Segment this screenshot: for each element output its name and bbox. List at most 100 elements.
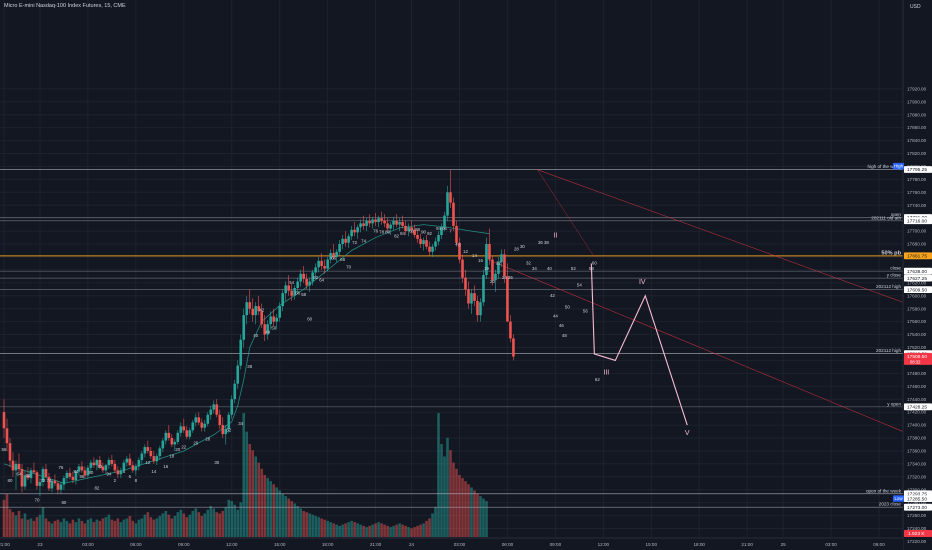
wave-label-II: II: [553, 233, 557, 240]
candle-body: [146, 447, 150, 451]
candle-body: [128, 458, 132, 466]
price-tick-label: 17700.00: [907, 229, 927, 234]
candle-body: [89, 462, 93, 468]
candle-body: [302, 273, 305, 279]
count-label: 56: [583, 309, 588, 314]
volume-bar: [203, 513, 207, 537]
count-label: 82: [394, 234, 399, 239]
candle-body: [56, 483, 60, 490]
volume-bar: [464, 481, 467, 537]
count-label: 94: [106, 472, 111, 477]
symbol-title[interactable]: Micro E-mini Nasdaq-100 Index Futures, 1…: [4, 3, 126, 9]
count-label: 16: [163, 464, 168, 469]
volume-bar: [368, 525, 371, 537]
price-tag-y-open: 17428.25: [907, 405, 927, 411]
candle-body: [446, 192, 449, 216]
count-label: 44: [265, 329, 270, 334]
candle-body: [38, 481, 42, 486]
volume-bar: [290, 501, 293, 537]
price-tag-202111-old-ath: 17716.00: [907, 218, 927, 224]
candle-body: [281, 293, 284, 307]
volume-bar: [326, 520, 329, 537]
volume-bar: [5, 493, 9, 537]
time-axis[interactable]: 21:00 23 03:00 06:00 09:00 12:00 15:00 18:00 21:…: [0, 537, 903, 550]
candle-body: [293, 288, 296, 296]
price-tag-bg-2023-close: [904, 503, 932, 511]
volume-bar: [239, 502, 243, 537]
candle-body: [362, 223, 365, 226]
time-tick-label: 15:00: [646, 542, 658, 547]
count-label: 80: [61, 500, 66, 505]
volume-bar: [344, 523, 347, 537]
candle-body: [224, 428, 228, 435]
candle-body: [137, 459, 141, 467]
candle-body: [50, 480, 54, 489]
volume-bar: [50, 523, 54, 537]
volume-bar: [386, 525, 389, 537]
candle-body: [140, 453, 144, 460]
volume-bar: [116, 518, 120, 537]
candle-body: [416, 234, 419, 239]
count-label: 76: [58, 465, 63, 470]
volume-bar: [68, 523, 72, 537]
volume-bar: [29, 518, 33, 537]
candle-body: [143, 447, 147, 454]
volume-bar: [359, 524, 362, 537]
currency-label[interactable]: USD: [910, 4, 921, 10]
count-label: 26: [193, 440, 198, 445]
volume-bar: [335, 524, 338, 537]
volume-bar: [425, 520, 428, 537]
candle-body: [98, 459, 102, 467]
volume-bar: [365, 527, 368, 537]
volume-bar: [377, 522, 380, 537]
count-label: 42: [259, 307, 264, 312]
volume-bar: [389, 527, 392, 537]
candle-body: [329, 253, 332, 260]
price-tick-label: 17260.00: [907, 513, 927, 518]
candle-body: [74, 471, 78, 481]
count-label: 34: [238, 421, 243, 426]
candle-body: [8, 443, 12, 461]
volume-bar: [146, 512, 150, 537]
volume-bar: [317, 517, 320, 537]
count-label: 7: [449, 228, 452, 233]
volume-bar: [167, 514, 171, 537]
count-label: 60: [592, 261, 597, 266]
time-tick-label: 25: [781, 542, 787, 547]
candle-body: [479, 302, 482, 316]
last-price-bg: [904, 352, 932, 365]
candle-body: [17, 463, 21, 470]
volume-bar: [11, 512, 15, 537]
volume-bar: [110, 519, 114, 537]
volume-bar: [107, 514, 111, 537]
volume-bar: [458, 475, 461, 537]
candle-body: [269, 316, 273, 325]
candle-body: [338, 244, 341, 252]
level-label-y-open: y open: [887, 401, 901, 406]
low-value: 17285.50: [907, 496, 927, 502]
time-tick-label: 15:00: [274, 542, 286, 547]
volume-bar: [59, 522, 63, 537]
price-tick-label: 17880.00: [907, 112, 927, 117]
count-label: 92: [97, 464, 102, 469]
candle-body: [122, 462, 126, 471]
volume-bar: [113, 520, 117, 537]
price-axis[interactable]: 17220.00 17240.00 17260.00 17280.00 17300.00…: [893, 0, 932, 550]
candle-body: [491, 259, 494, 281]
time-tick-label: 09:00: [550, 542, 562, 547]
volume-bar: [287, 498, 290, 537]
level-label-open: open: [891, 212, 902, 217]
volume-bar: [419, 524, 422, 537]
count-label: 68: [26, 473, 31, 478]
price-tag-close: 17638.00: [907, 269, 927, 275]
candle-body: [458, 242, 461, 260]
candle-body: [473, 293, 476, 301]
volume-bar: [254, 456, 258, 537]
price-tick-label: 17540.00: [907, 332, 927, 337]
volume-bar: [2, 499, 6, 537]
candle-body: [26, 475, 30, 479]
time-tick-label: 18:00: [322, 542, 334, 547]
candle-body: [512, 338, 515, 357]
price-tick-label: 17220.00: [907, 539, 927, 544]
